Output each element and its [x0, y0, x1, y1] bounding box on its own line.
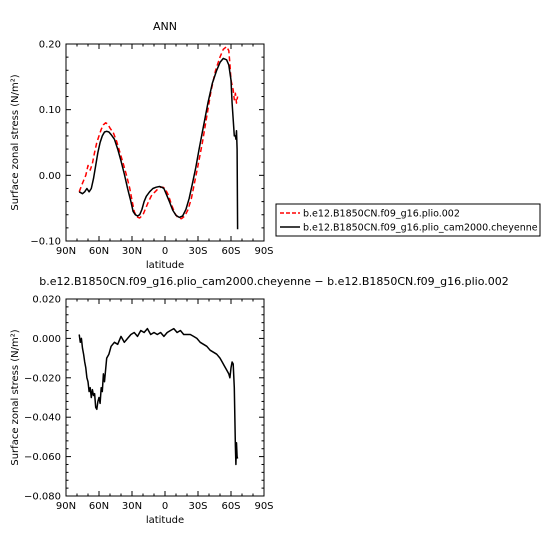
x-tick-label: 90N — [56, 246, 76, 257]
x-tick-label: 30N — [122, 501, 142, 512]
x-tick-label: 0 — [162, 246, 168, 257]
x-tick-label: 30N — [122, 246, 142, 257]
chart-title: b.e12.B1850CN.f09_g16.plio_cam2000.cheye… — [39, 275, 509, 288]
series-line-2 — [78, 57, 239, 230]
y-tick-label: 0.00 — [39, 171, 61, 182]
chart-title: ANN — [153, 20, 177, 33]
y-tick-label: −0.020 — [24, 373, 61, 384]
legend-box — [275, 203, 541, 237]
x-axis-label: latitude — [146, 515, 184, 526]
series-line-1 — [78, 45, 239, 220]
y-tick-label: −0.10 — [30, 237, 61, 248]
plot-frame — [65, 43, 265, 242]
x-tick-label: 90S — [254, 501, 273, 512]
x-tick-label: 90N — [56, 501, 76, 512]
y-tick-label: 0.000 — [32, 334, 61, 345]
x-axis-label: latitude — [146, 260, 184, 271]
x-tick-label: 30S — [188, 246, 207, 257]
x-tick-label: 60S — [221, 246, 240, 257]
y-tick-label: −0.060 — [24, 452, 61, 463]
y-axis-label: Surface zonal stress (N/m²) — [10, 329, 21, 465]
legend-label-2: b.e12.B1850CN.f09_g16.plio_cam2000.cheye… — [303, 223, 538, 234]
y-axis-label: Surface zonal stress (N/m²) — [10, 74, 21, 210]
y-tick-label: 0.20 — [39, 40, 61, 51]
chart-panel-1: 90N 60N 30N 0 30S 60S 90S −0.10 0.00 0.10 0.20 ANN l… — [10, 20, 541, 271]
x-tick-label: 0 — [162, 501, 168, 512]
x-tick-label: 60S — [221, 501, 240, 512]
y-tick-label: 0.10 — [39, 105, 61, 116]
x-tick-label: 30S — [188, 501, 207, 512]
chart-panel-2: 90N 60N 30N 0 30S 60S 90S −0.080 −0.060 −0.040 −0.… — [10, 275, 509, 526]
x-tick-label: 90S — [254, 246, 273, 257]
y-tick-label: 0.020 — [32, 295, 61, 306]
y-tick-label: −0.040 — [24, 413, 61, 424]
legend-label-1: b.e12.B1850CN.f09_g16.plio.002 — [303, 209, 460, 220]
x-tick-label: 60N — [89, 501, 109, 512]
y-tick-label: −0.080 — [24, 492, 61, 503]
x-tick-label: 60N — [89, 246, 109, 257]
series-line-1 — [78, 327, 239, 466]
